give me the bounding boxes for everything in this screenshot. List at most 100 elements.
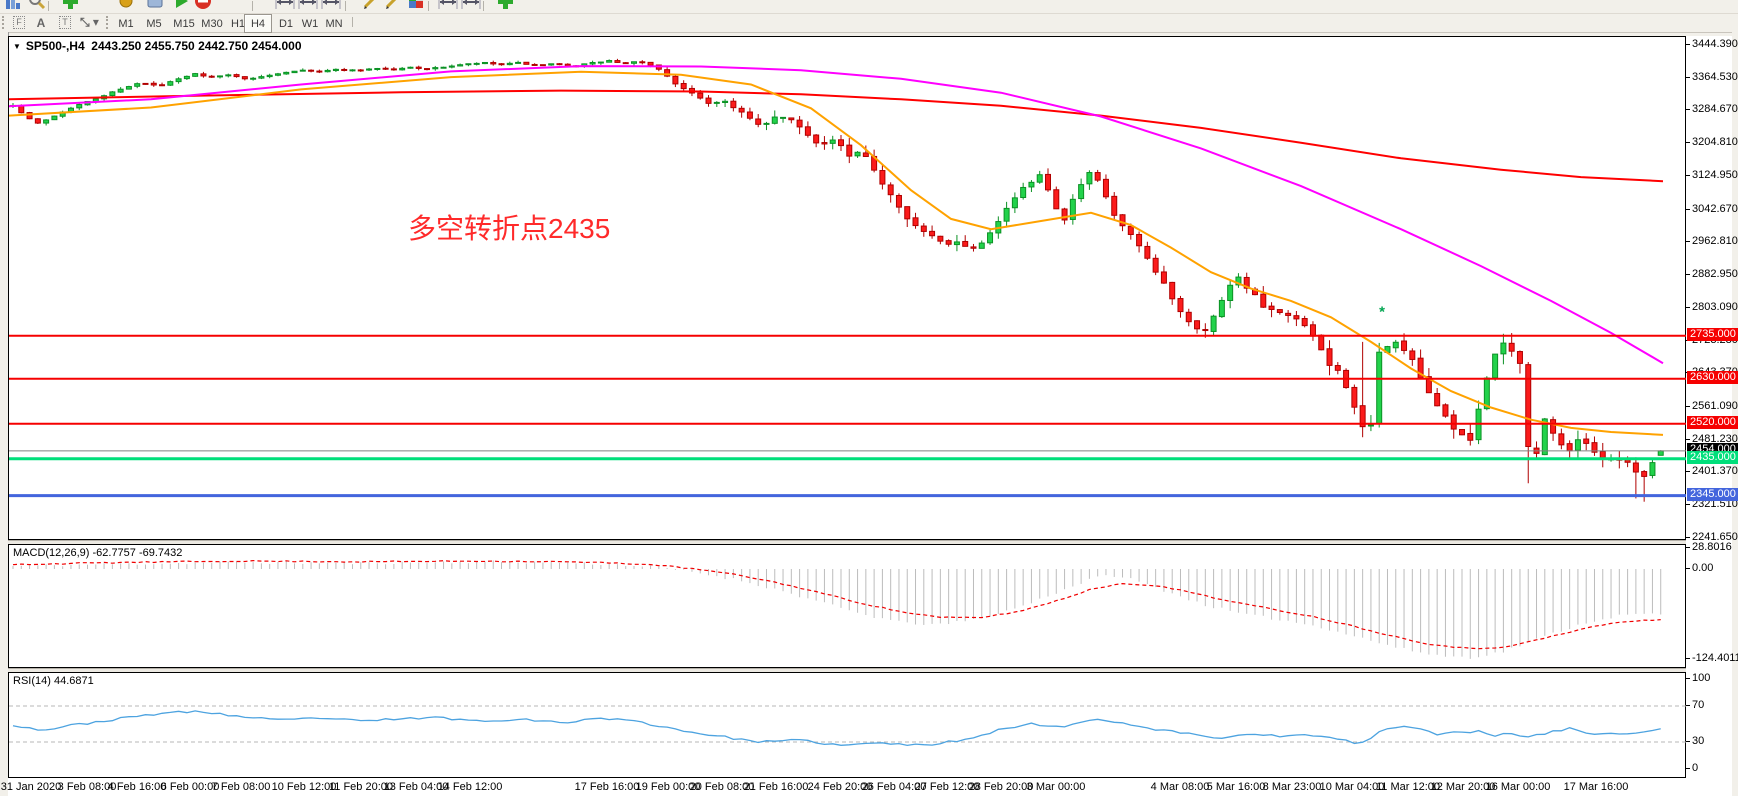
time-axis[interactable]	[8, 778, 1732, 796]
chart-ohlc-values: 2443.250 2455.750 2442.750 2454.000	[91, 39, 302, 53]
date-label: 17 Mar 16:00	[1563, 781, 1629, 793]
price-tick-label: 2401.370	[1692, 465, 1738, 477]
draw-line-icon-2[interactable]	[383, 0, 403, 11]
macd-panel[interactable]	[8, 544, 1686, 668]
rsi-tick	[1686, 768, 1690, 769]
price-tick	[1686, 471, 1690, 472]
date-label: 3 Feb 08:00	[57, 781, 117, 793]
timeframe-button-H1[interactable]: H1	[230, 17, 246, 30]
toolbar-separator	[252, 1, 253, 11]
timeframe-button-D1[interactable]: D1	[278, 17, 294, 30]
date-label: 5 Mar 16:00	[1206, 781, 1266, 793]
date-label: 11 Feb 20:00	[328, 781, 394, 793]
price-tick	[1686, 77, 1690, 78]
rsi-line	[12, 710, 1661, 747]
rsi-tick	[1686, 741, 1690, 742]
price-tick-label: 2561.090	[1692, 400, 1738, 412]
rsi-tick-label: 0	[1692, 762, 1699, 774]
timeframe-button-M1[interactable]: M1	[118, 17, 134, 30]
price-tick	[1686, 439, 1690, 440]
price-tick	[1686, 209, 1690, 210]
date-label: 10 Feb 12:00	[271, 781, 337, 793]
date-label: 24 Feb 20:00	[807, 781, 873, 793]
price-tick	[1686, 307, 1690, 308]
ma-magenta	[9, 65, 1664, 365]
add-icon[interactable]	[60, 0, 80, 11]
macd-chart-canvas[interactable]	[9, 545, 1687, 669]
rsi-chart-canvas[interactable]	[9, 673, 1687, 779]
ma-slow-red	[9, 89, 1664, 183]
price-tick-label: 3284.670	[1692, 103, 1738, 115]
new-chart-icon[interactable]	[3, 0, 23, 11]
date-label: 8 Mar 23:00	[1262, 781, 1322, 793]
horizontal-shift-icon-3[interactable]	[321, 0, 341, 11]
toolbar-separator	[48, 1, 49, 11]
date-label: 4 Feb 16:00	[107, 781, 167, 793]
price-badge-2435.000: 2435.000	[1687, 451, 1738, 464]
timeframes-drag-handle[interactable]	[106, 16, 112, 29]
date-label: 13 Feb 04:00	[383, 781, 449, 793]
autotrading-icon[interactable]	[171, 0, 191, 11]
indicators-table-icon[interactable]	[406, 0, 426, 11]
rsi-panel[interactable]	[8, 672, 1687, 779]
arrow-tools-icon[interactable]: ⤡ ▾	[80, 15, 99, 29]
price-tick	[1686, 241, 1690, 242]
grid-template-icon[interactable]: F	[10, 14, 28, 31]
chart-text-annotation[interactable]: 多空转折点2435	[408, 213, 611, 244]
date-label: 7 Feb 08:00	[211, 781, 271, 793]
date-label: 12 Mar 20:00	[1430, 781, 1496, 793]
price-tick-label: 2882.950	[1692, 268, 1738, 280]
horizontal-shift-icon-4[interactable]	[438, 0, 458, 11]
toolbar-separator	[352, 17, 353, 27]
rsi-value: 44.6871	[53, 675, 94, 687]
text-box-icon[interactable]: T	[56, 14, 74, 31]
toolbar-top-row	[0, 0, 1738, 14]
price-tick-label: 2481.230	[1692, 433, 1738, 445]
chart-symbol-period: SP500-,H4	[25, 39, 85, 53]
candlestick-chart-canvas[interactable]: *	[9, 37, 1687, 541]
rsi-tick-label: 70	[1692, 699, 1705, 711]
horizontal-shift-icon-5[interactable]	[461, 0, 481, 11]
price-badge-2630.000: 2630.000	[1687, 371, 1738, 384]
price-axis[interactable]	[1686, 36, 1732, 778]
toolbar-drag-handle[interactable]	[2, 16, 8, 29]
symbol-dropdown-icon[interactable]: ▼	[13, 42, 21, 51]
macd-tick	[1686, 568, 1690, 569]
draw-line-icon-1[interactable]	[361, 0, 381, 11]
price-tick-label: 3124.950	[1692, 169, 1738, 181]
macd-tick-label: 0.00	[1692, 562, 1714, 574]
main-chart-panel[interactable]: *	[8, 36, 1687, 541]
timeframe-button-M15[interactable]: M15	[173, 17, 195, 30]
timeframe-button-MN[interactable]: MN	[325, 17, 343, 30]
timeframe-button-W1[interactable]: W1	[301, 17, 319, 30]
price-tick-label: 3444.390	[1692, 38, 1738, 50]
timeframe-button-H4[interactable]: H4	[244, 14, 272, 33]
toolbar-tools-row: F A T ⤡ ▾ M1 M5 M15 M30 H1 H4 D1 W1 MN	[0, 13, 1738, 33]
chart-title: ▼ SP500-,H4 2443.250 2455.750 2442.750 24…	[13, 39, 302, 53]
timeframe-button-M5[interactable]: M5	[146, 17, 162, 30]
zoom-icon[interactable]	[27, 0, 47, 11]
toolbar-separator	[345, 1, 346, 11]
date-label: 20 Feb 08:00	[689, 781, 755, 793]
date-label: 21 Feb 16:00	[743, 781, 809, 793]
date-label: 11 Mar 12:00	[1375, 781, 1441, 793]
price-tick	[1686, 406, 1690, 407]
toolbar-separator	[428, 1, 429, 11]
add-indicator-icon[interactable]	[495, 0, 515, 11]
horizontal-shift-icon-1[interactable]	[275, 0, 295, 11]
price-tick	[1686, 44, 1690, 45]
date-label: 17 Feb 16:00	[574, 781, 640, 793]
macd-tick-label: 28.8016	[1692, 541, 1732, 553]
price-tick	[1686, 537, 1690, 538]
print-icon[interactable]	[145, 0, 165, 11]
horizontal-shift-icon-2[interactable]	[298, 0, 318, 11]
text-label-icon[interactable]: A	[36, 15, 46, 30]
toolbar-separator	[483, 1, 484, 11]
stop-icon[interactable]	[193, 0, 213, 11]
price-tick-label: 2962.810	[1692, 235, 1738, 247]
macd-label: MACD(12,26,9) -62.7757 -69.7432	[13, 547, 183, 559]
timeframe-button-M30[interactable]: M30	[201, 17, 223, 30]
favorites-icon[interactable]	[116, 0, 136, 11]
price-tick	[1686, 142, 1690, 143]
